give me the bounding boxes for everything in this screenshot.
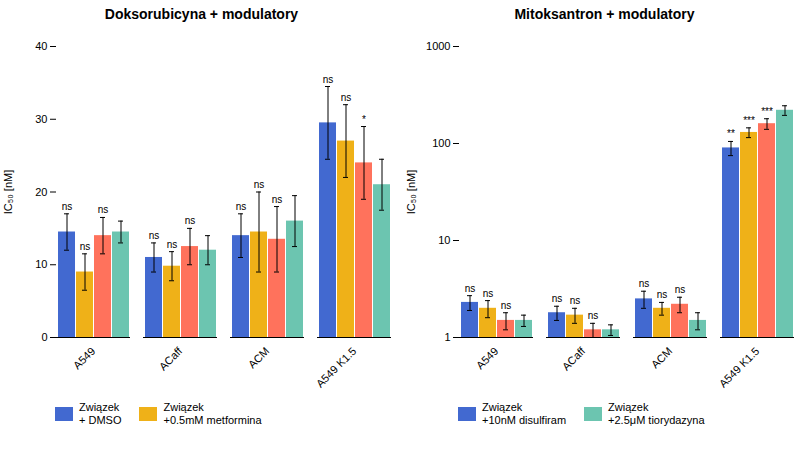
svg-text:IC₅₀ [nM]: IC₅₀ [nM]	[405, 170, 417, 214]
html-text:Związek + DMSO: Związek + DMSO	[79, 401, 122, 426]
svg-text:ACaff: ACaff	[157, 344, 185, 372]
svg-text:ns: ns	[465, 283, 476, 294]
svg-text:A549 K1.5: A549 K1.5	[314, 345, 359, 390]
svg-text:ns: ns	[675, 284, 686, 295]
svg-text:ns: ns	[167, 239, 178, 250]
html-text:Związek +10nM disulfiram: Związek +10nM disulfiram	[482, 401, 567, 426]
svg-text:ACaff: ACaff	[560, 344, 588, 372]
svg-text:10: 10	[438, 234, 450, 246]
svg-text:A549: A549	[71, 345, 98, 372]
svg-text:100: 100	[432, 137, 450, 149]
svg-text:ns: ns	[483, 288, 494, 299]
svg-text:ns: ns	[62, 201, 73, 212]
svg-text:20: 20	[35, 186, 47, 198]
svg-text:ns: ns	[323, 74, 334, 85]
svg-text:ns: ns	[588, 310, 599, 321]
svg-text:ns: ns	[80, 241, 91, 252]
svg-text:1000: 1000	[426, 40, 450, 52]
svg-text:ns: ns	[501, 300, 512, 311]
svg-text:ns: ns	[185, 215, 196, 226]
svg-text:ns: ns	[570, 295, 581, 306]
svg-text:**: **	[727, 128, 735, 139]
svg-text:ns: ns	[98, 204, 109, 215]
svg-text:0: 0	[41, 331, 47, 343]
svg-text:A549: A549	[474, 345, 501, 372]
svg-text:ns: ns	[149, 230, 160, 241]
svg-text:1: 1	[444, 331, 450, 343]
svg-text:ns: ns	[657, 289, 668, 300]
svg-text:ns: ns	[639, 278, 650, 289]
svg-text:40: 40	[35, 40, 47, 52]
html-text:Związek +2.5μM tiorydazyna: Związek +2.5μM tiorydazyna	[608, 401, 705, 426]
svg-text:ACM: ACM	[649, 345, 675, 371]
svg-text:IC₅₀ [nM]: IC₅₀ [nM]	[2, 170, 14, 214]
svg-text:30: 30	[35, 113, 47, 125]
svg-text:***: ***	[743, 115, 755, 126]
svg-text:A549 K1.5: A549 K1.5	[717, 345, 762, 390]
html-text:Mitoksantron + modulatory: Mitoksantron + modulatory	[514, 6, 695, 22]
svg-text:ns: ns	[341, 92, 352, 103]
svg-text:ns: ns	[254, 179, 265, 190]
html-text:Doksorubicyna + modulatory: Doksorubicyna + modulatory	[104, 6, 299, 22]
svg-text:10: 10	[35, 258, 47, 270]
svg-text:***: ***	[761, 106, 773, 117]
svg-text:ns: ns	[236, 201, 247, 212]
svg-text:ns: ns	[272, 194, 283, 205]
html-text:Związek +0.5mM metformina: Związek +0.5mM metformina	[163, 401, 262, 426]
svg-text:*: *	[362, 114, 366, 125]
svg-text:ns: ns	[552, 293, 563, 304]
svg-text:ACM: ACM	[246, 345, 272, 371]
